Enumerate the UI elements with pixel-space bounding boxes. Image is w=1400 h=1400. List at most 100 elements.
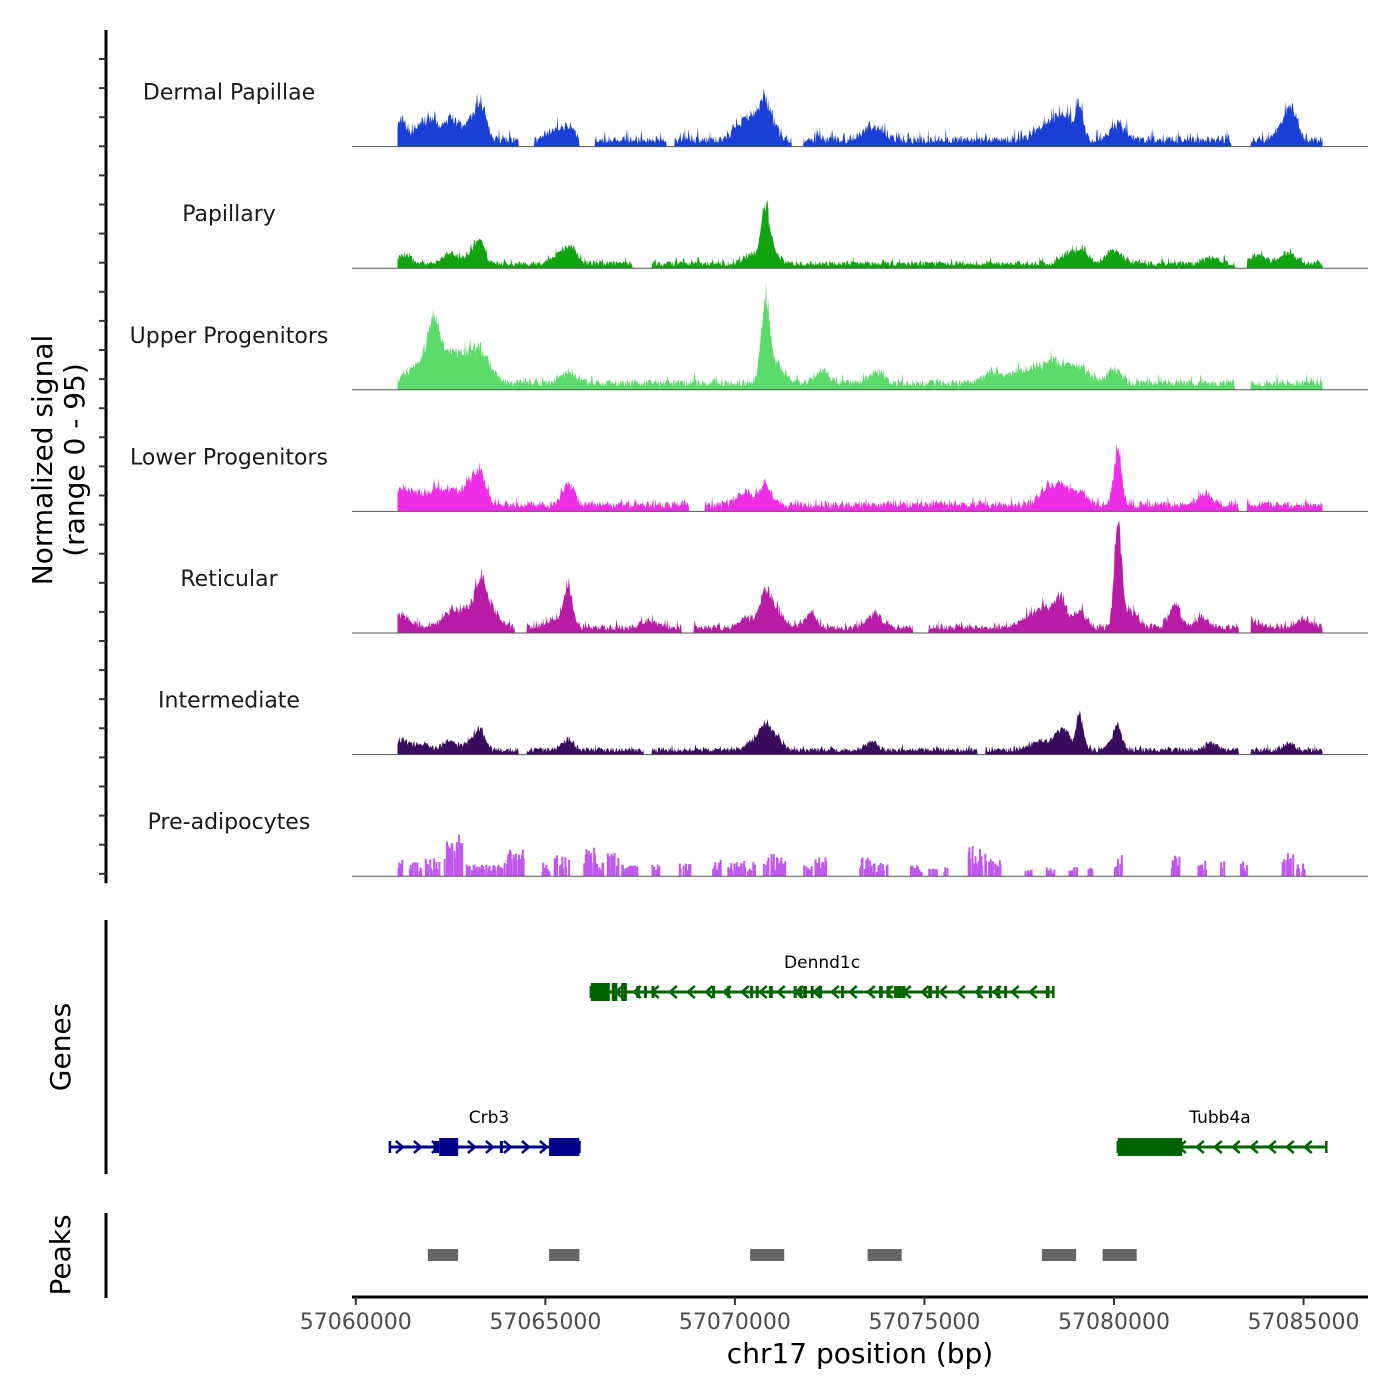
- strand-arrow: [485, 1140, 495, 1154]
- strand-arrow: [685, 985, 696, 999]
- peak-region: [1102, 1249, 1137, 1261]
- exon: [1045, 986, 1050, 998]
- strand-arrow: [883, 985, 894, 999]
- x-tick-label: 57070000: [679, 1310, 791, 1335]
- track-upper-progenitors: Upper Progenitors: [130, 282, 1368, 391]
- gene-tubb4a: Tubb4a: [1116, 1108, 1328, 1156]
- strand-arrow: [1212, 1140, 1223, 1154]
- exon: [1004, 986, 1008, 998]
- exon: [988, 986, 992, 998]
- strand-arrow: [829, 985, 840, 999]
- strand-arrow: [739, 985, 750, 999]
- track-pre-adipocytes: Pre-adipocytes: [148, 810, 1368, 877]
- strand-arrow: [413, 1140, 423, 1154]
- exon: [901, 986, 906, 998]
- exon: [810, 986, 814, 998]
- gene-label: Dennd1c: [784, 953, 860, 973]
- track-intermediate: Intermediate: [158, 689, 1368, 756]
- coverage-signal: [397, 87, 1323, 147]
- exon: [549, 1138, 580, 1156]
- y-axis-title-line1: Normalized signal: [26, 335, 59, 586]
- exon: [897, 986, 902, 998]
- y-axis-title-line2: (range 0 - 95): [58, 363, 91, 557]
- strand-arrow: [865, 985, 876, 999]
- coverage-y-axis: [99, 30, 108, 884]
- gene-label: Crb3: [469, 1108, 509, 1128]
- strand-arrow: [757, 985, 768, 999]
- exon: [712, 986, 716, 998]
- track-reticular: Reticular: [180, 521, 1368, 634]
- strand-arrow: [1302, 1140, 1313, 1154]
- track-label: Lower Progenitors: [130, 445, 328, 470]
- strand-arrow: [1230, 1140, 1241, 1154]
- coverage-signal: [397, 521, 1323, 633]
- gene-label: Tubb4a: [1188, 1108, 1250, 1128]
- x-tick-label: 57075000: [868, 1310, 980, 1335]
- track-lower-progenitors: Lower Progenitors: [130, 444, 1368, 512]
- strand-arrow: [937, 985, 948, 999]
- strand-arrow: [1248, 1140, 1259, 1154]
- x-axis: 57060000 57065000 57070000 57075000 57080000…: [300, 1295, 1368, 1335]
- exon: [590, 983, 610, 1001]
- exon: [886, 986, 891, 998]
- exon: [803, 986, 807, 998]
- strand-arrow: [521, 1140, 531, 1154]
- coverage-signal: [397, 199, 1323, 269]
- exon: [769, 986, 773, 998]
- exon: [611, 983, 618, 1001]
- strand-arrow: [467, 1140, 477, 1154]
- coverage-signal: [397, 444, 1323, 512]
- strand-arrow: [1027, 985, 1038, 999]
- peak-region: [549, 1249, 580, 1261]
- exon: [439, 1138, 459, 1156]
- exon: [879, 986, 883, 998]
- peak-regions: [427, 1249, 1137, 1261]
- exon: [755, 986, 759, 998]
- track-label: Papillary: [182, 202, 276, 227]
- peak-region: [1042, 1249, 1077, 1261]
- exon: [996, 986, 1001, 998]
- gene-annotations: Dennd1c Crb3 Tubb4a: [388, 953, 1328, 1156]
- strand-arrow: [1284, 1140, 1295, 1154]
- strand-arrow: [1009, 985, 1020, 999]
- strand-arrow: [1194, 1140, 1205, 1154]
- track-label: Dermal Papillae: [143, 81, 315, 106]
- exon: [793, 986, 797, 998]
- strand-arrow: [539, 1140, 549, 1154]
- exon: [841, 986, 844, 998]
- x-tick-label: 57060000: [300, 1310, 412, 1335]
- strand-arrow: [919, 985, 930, 999]
- gene-crb3: Crb3: [388, 1108, 581, 1156]
- genes-panel-title: Genes: [44, 1003, 77, 1091]
- coverage-signal: [397, 282, 1323, 390]
- exon: [928, 986, 932, 998]
- exon: [651, 986, 655, 998]
- exon: [433, 1141, 440, 1153]
- strand-arrow: [1266, 1140, 1277, 1154]
- exon: [894, 986, 898, 998]
- x-tick-label: 57085000: [1248, 1310, 1360, 1335]
- peak-region: [750, 1249, 785, 1261]
- exon: [727, 986, 731, 998]
- track-label: Reticular: [180, 567, 278, 592]
- coverage-signal: [397, 834, 1306, 877]
- track-label: Upper Progenitors: [130, 324, 329, 349]
- exon: [799, 986, 803, 998]
- exon: [818, 986, 823, 998]
- strand-arrow: [775, 985, 786, 999]
- exon: [621, 983, 627, 1001]
- strand-arrow: [955, 985, 966, 999]
- strand-arrow: [395, 1140, 405, 1154]
- gene-dennd1c: Dennd1c: [589, 953, 1055, 1001]
- strand-arrow: [503, 1140, 513, 1154]
- peak-region: [427, 1249, 459, 1261]
- exon: [977, 986, 981, 998]
- track-papillary: Papillary: [182, 199, 1368, 269]
- exon: [1117, 1138, 1183, 1156]
- track-label: Intermediate: [158, 689, 300, 714]
- exon: [636, 986, 641, 998]
- x-tick-label: 57080000: [1058, 1310, 1170, 1335]
- peaks-panel-title: Peaks: [44, 1214, 77, 1295]
- x-axis-title: chr17 position (bp): [727, 1337, 993, 1370]
